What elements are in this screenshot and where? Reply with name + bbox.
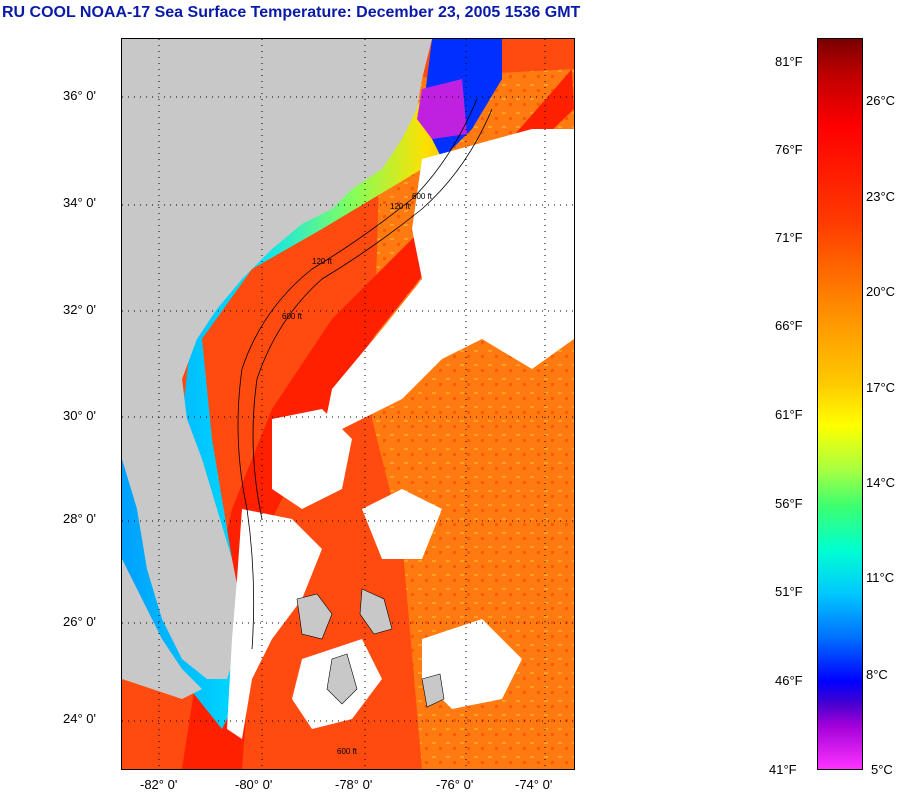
land-florida-tip (122, 559, 202, 699)
lat-label-32: 32° 0' (63, 302, 96, 317)
cb-c-11: 11°C (866, 570, 895, 585)
cb-c-14: 14°C (866, 475, 896, 490)
lat-label-30: 30° 0' (63, 408, 96, 423)
cloud-masks (227, 129, 574, 739)
lat-label-34: 34° 0' (63, 195, 96, 210)
land-mainland (122, 39, 432, 679)
lon-label-78: -78° 0' (335, 777, 373, 792)
isobath-label-4: 120 ft (312, 257, 333, 266)
lon-label-82: -82° 0' (140, 777, 178, 792)
isobath-label-2: 600 ft (412, 192, 433, 201)
lat-label-26: 26° 0' (63, 614, 96, 629)
lat-label-36: 36° 0' (63, 88, 96, 103)
lat-label-28: 28° 0' (63, 511, 96, 526)
cb-c-20: 20°C (866, 284, 896, 299)
cb-c-23: 23°C (866, 189, 896, 204)
cb-c-26: 26°C (866, 93, 896, 108)
isobath-label-5: 600 ft (337, 747, 358, 756)
lon-label-76: -76° 0' (436, 777, 474, 792)
cb-f-41: 41°F (769, 762, 797, 777)
cb-f-46: 46°F (775, 673, 803, 688)
cb-c-8: 8°C (866, 667, 888, 682)
isobaths (237, 98, 493, 650)
map-title: RU COOL NOAA-17 Sea Surface Temperature:… (2, 4, 581, 21)
cb-c-5: 5°C (871, 762, 893, 777)
cb-f-71: 71°F (775, 230, 803, 245)
cb-f-51: 51°F (775, 584, 803, 599)
temperature-colorbar (817, 38, 863, 770)
lat-label-24: 24° 0' (63, 711, 96, 726)
cb-f-56: 56°F (775, 496, 803, 511)
sound-purple (417, 79, 467, 139)
lon-label-80: -80° 0' (235, 777, 273, 792)
cb-f-61: 61°F (775, 407, 803, 422)
cb-f-76: 76°F (775, 142, 803, 157)
isobath-label-3: 600 ft (282, 312, 303, 321)
cb-c-17: 17°C (866, 380, 896, 395)
isobath-label-1: 120 ft (390, 202, 411, 211)
sst-map: 120 ft 600 ft 600 ft 120 ft 600 ft (121, 38, 575, 770)
lon-label-74: -74° 0' (515, 777, 553, 792)
cb-f-66: 66°F (775, 318, 803, 333)
cb-f-81: 81°F (775, 54, 803, 69)
sst-map-graphic: 120 ft 600 ft 600 ft 120 ft 600 ft (122, 39, 574, 769)
bahamas-islands (296, 588, 445, 708)
